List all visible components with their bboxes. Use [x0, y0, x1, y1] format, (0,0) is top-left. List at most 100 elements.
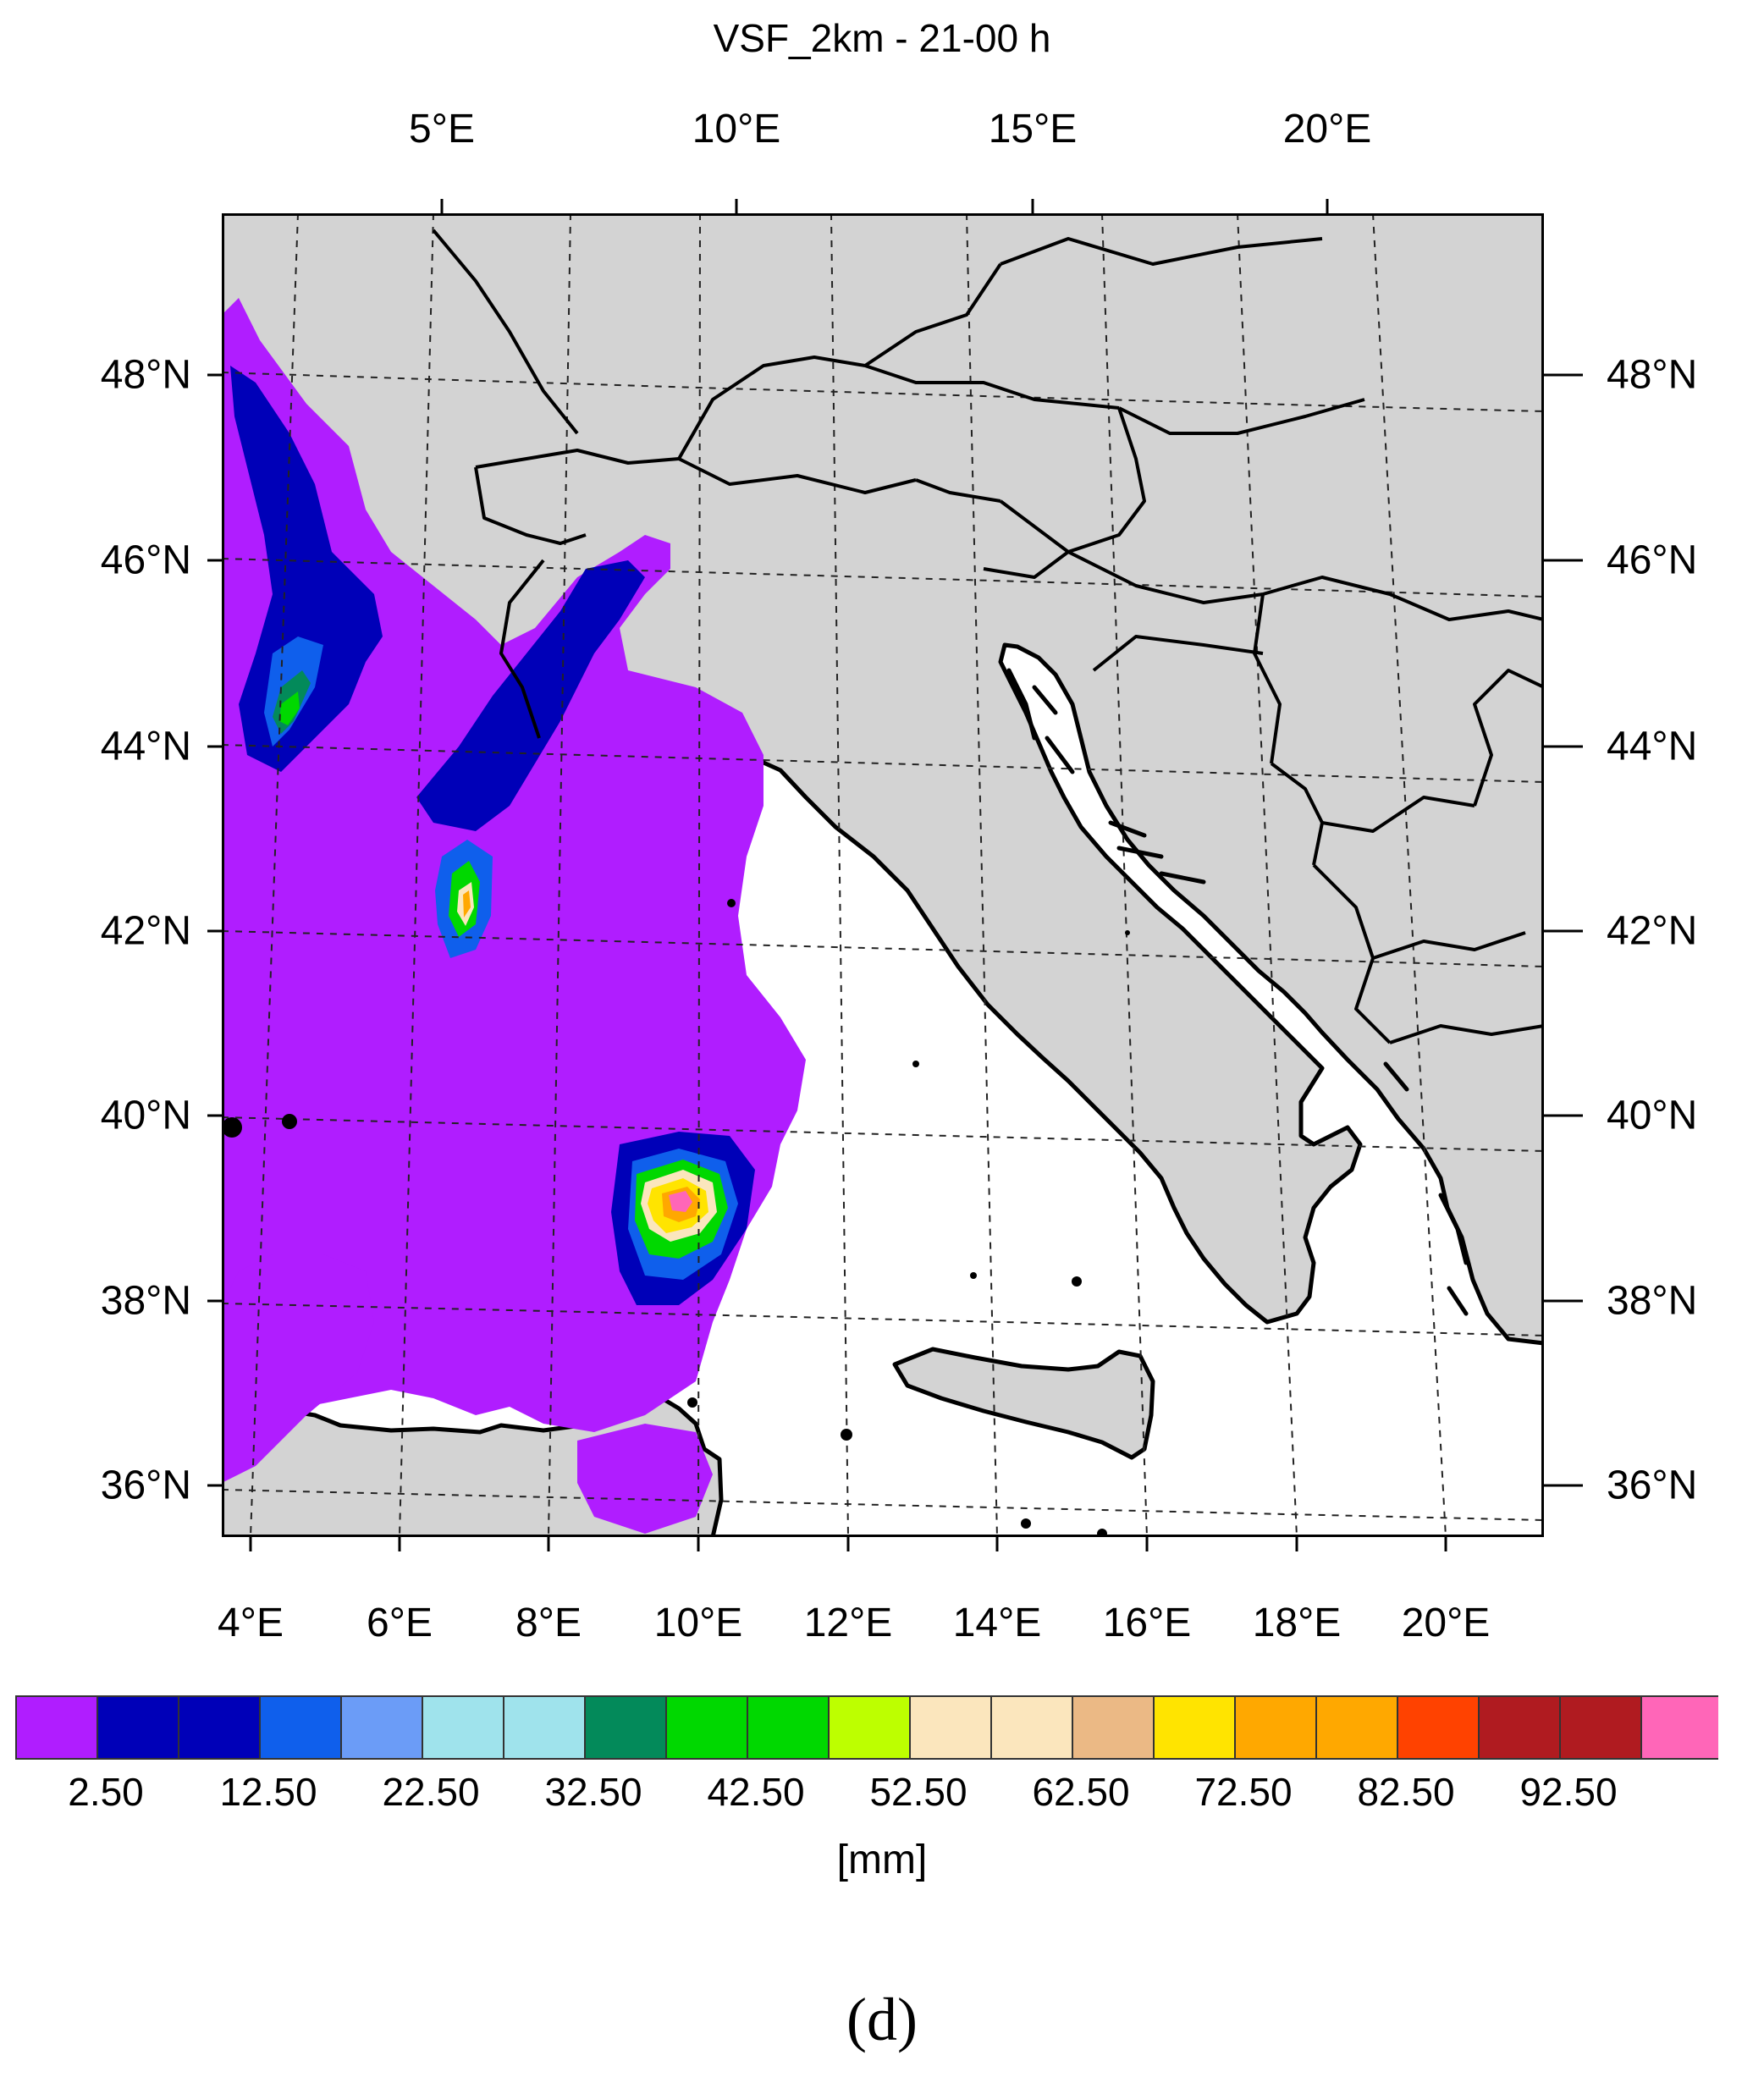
colorbar-swatch — [584, 1695, 667, 1760]
border-austria-italy — [678, 457, 917, 494]
left-lat-label: 46°N — [100, 537, 191, 583]
bottom-lon-label: 20°E — [1401, 1601, 1491, 1645]
dalmatian-islands — [1006, 668, 1469, 1316]
map-title: VSF_2km - 21-00 h — [713, 16, 1051, 60]
bottom-lon-label: 8°E — [515, 1601, 582, 1645]
bottom-lon-label: 16°E — [1102, 1601, 1192, 1645]
precip-2.5mm-tunisia — [577, 1424, 713, 1534]
island-corfu — [1383, 1061, 1409, 1092]
bottom-lon-label: 18°E — [1252, 1601, 1342, 1645]
precip-82.5mm-alps — [463, 890, 471, 918]
island-pag — [1045, 736, 1075, 774]
border-swiss-north — [475, 449, 680, 469]
colorbar-swatch — [1234, 1695, 1317, 1760]
bottom-lon-label: 4°E — [218, 1601, 284, 1645]
colorbar-swatch — [1397, 1695, 1480, 1760]
bottom-lon-label: 14°E — [952, 1601, 1042, 1645]
colorbar-units: [mm] — [836, 1838, 928, 1882]
left-lat-label: 36°N — [100, 1463, 191, 1508]
colorbar-tick-label: 72.50 — [1194, 1770, 1293, 1814]
colorbar-tick-label: 32.50 — [544, 1770, 642, 1814]
colorbar-swatch — [1640, 1695, 1718, 1760]
colorbar-swatch — [665, 1695, 748, 1760]
colorbar-tick-label: 42.50 — [707, 1770, 805, 1814]
top-lon-label: 20°E — [1282, 107, 1372, 152]
island-korcula — [1159, 871, 1206, 884]
island-elba — [727, 899, 736, 907]
left-lat-label: 48°N — [100, 352, 191, 398]
border-montenegro — [1270, 762, 1324, 866]
island-kefalonia — [1438, 1193, 1469, 1265]
bottom-lon-label: 10°E — [653, 1601, 743, 1645]
colorbar-swatch — [1478, 1695, 1561, 1760]
border-croatia-bosnia — [1092, 635, 1264, 672]
border-germany-czech — [863, 262, 1002, 367]
precip-92.5mm-sardinia — [669, 1191, 692, 1212]
border-slovenia-croatia — [983, 550, 1070, 579]
lon-line-4E — [250, 213, 299, 1537]
map-frame — [222, 213, 1544, 1537]
precipitation-field — [222, 298, 806, 1534]
border-austria-czech — [864, 364, 1120, 410]
border-austria-hungary — [999, 407, 1146, 554]
precip-12.5mm-alps — [416, 560, 645, 831]
colorbar-swatch — [1559, 1695, 1642, 1760]
panel-label: (d) — [846, 1986, 918, 2053]
colorbar-tick-label: 2.50 — [68, 1770, 144, 1814]
lon-line-6E — [399, 213, 434, 1537]
island-menorca — [282, 1114, 297, 1129]
precipitation-map — [222, 213, 1544, 1537]
national-borders — [432, 229, 1544, 1044]
lat-line-38N — [222, 1303, 1544, 1336]
border-greece — [1389, 1024, 1544, 1044]
island-pantelleria — [841, 1429, 852, 1441]
colorbar-swatch — [259, 1695, 342, 1760]
right-lat-label: 40°N — [1607, 1093, 1698, 1138]
left-lat-label: 38°N — [100, 1278, 191, 1324]
right-lat-label: 46°N — [1607, 537, 1698, 583]
island-lampedusa — [1021, 1518, 1031, 1529]
colorbar-swatch — [1153, 1695, 1236, 1760]
lon-line-14E — [966, 213, 998, 1537]
colorbar-tick-label: 12.50 — [219, 1770, 317, 1814]
island-hvar — [1116, 846, 1164, 859]
lon-line-8E — [548, 213, 571, 1537]
top-lon-label: 10°E — [692, 107, 781, 152]
lon-line-20E — [1372, 213, 1447, 1537]
colorbar-tick-label: 62.50 — [1032, 1770, 1130, 1814]
colorbar-tick-label: 82.50 — [1357, 1770, 1455, 1814]
left-lat-label: 40°N — [100, 1093, 191, 1138]
border-slovakia-hungary — [1118, 398, 1365, 435]
island-galite — [687, 1397, 697, 1408]
island-cres — [1006, 668, 1037, 741]
lon-line-18E — [1237, 213, 1298, 1537]
lon-line-12E — [830, 213, 849, 1537]
border-bulgaria — [1473, 669, 1544, 807]
border-swiss-south — [474, 466, 587, 545]
right-lat-label: 38°N — [1607, 1278, 1698, 1324]
bottom-lon-label: 6°E — [367, 1601, 433, 1645]
lat-line-44N — [222, 744, 1544, 783]
colorbar-swatch — [15, 1695, 98, 1760]
colorbar-swatch — [96, 1695, 179, 1760]
lon-line-16E — [1101, 213, 1148, 1537]
border-austria-slovenia — [915, 478, 1001, 503]
colorbar-swatch — [340, 1695, 423, 1760]
bottom-lon-label: 12°E — [803, 1601, 893, 1645]
border-czech-poland — [1000, 237, 1323, 266]
island-ustica — [970, 1272, 977, 1279]
island-zakynthos — [1447, 1286, 1469, 1316]
colorbar-swatch — [1072, 1695, 1155, 1760]
colorbar-tick-label: 52.50 — [869, 1770, 967, 1814]
colorbar — [15, 1695, 1718, 1760]
colorbar-swatch — [503, 1695, 586, 1760]
colorbar-swatch — [422, 1695, 504, 1760]
right-lat-label: 36°N — [1607, 1463, 1698, 1508]
right-lat-label: 48°N — [1607, 352, 1698, 398]
island-tremiti — [1125, 930, 1130, 935]
colorbar-swatch — [1315, 1695, 1398, 1760]
colorbar-swatch — [828, 1695, 911, 1760]
lat-line-40N — [222, 1116, 1544, 1152]
left-lat-label: 44°N — [100, 724, 191, 769]
colorbar-swatch — [178, 1695, 261, 1760]
